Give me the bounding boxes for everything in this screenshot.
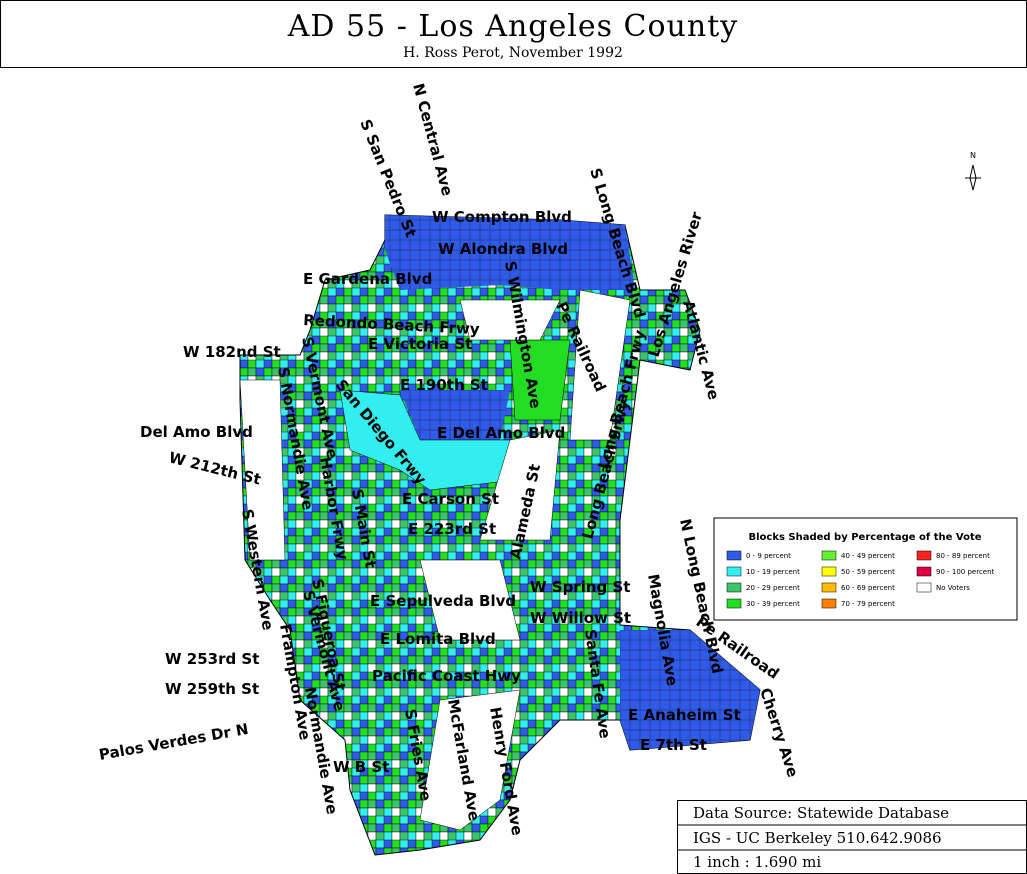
street-label: E Victoria St xyxy=(368,335,472,353)
legend-label: No Voters xyxy=(936,584,970,592)
empty-area xyxy=(239,379,286,561)
legend-label: 0 - 9 percent xyxy=(746,552,791,560)
street-label: Pacific Coast Hwy xyxy=(372,667,521,685)
footer-source: Data Source: Statewide Database xyxy=(693,804,949,822)
legend-swatch xyxy=(821,550,837,561)
legend-label: 80 - 89 percent xyxy=(936,552,990,560)
legend-swatch xyxy=(916,550,932,561)
legend-label: 50 - 59 percent xyxy=(841,568,895,576)
footer-institution: IGS - UC Berkeley 510.642.9086 xyxy=(693,829,942,847)
street-label: E 223rd St xyxy=(408,520,496,538)
legend-label: 70 - 79 percent xyxy=(841,600,895,608)
legend-swatch xyxy=(916,566,932,577)
title: AD 55 - Los Angeles County xyxy=(287,9,738,44)
empty-area xyxy=(459,299,561,341)
street-label: W 259th St xyxy=(165,680,259,698)
empty-area xyxy=(569,289,631,441)
subtitle: H. Ross Perot, November 1992 xyxy=(403,45,623,61)
street-label: E Del Amo Blvd xyxy=(437,424,565,442)
legend-title: Blocks Shaded by Percentage of the Vote xyxy=(748,532,981,543)
street-label: W 182nd St xyxy=(183,343,281,361)
legend-label: 90 - 100 percent xyxy=(936,568,995,576)
legend-box xyxy=(713,517,1018,621)
legend-label: 20 - 29 percent xyxy=(746,584,800,592)
legend: Blocks Shaded by Percentage of the Vote … xyxy=(713,517,1018,621)
empty-area xyxy=(479,429,561,541)
street-label: E 7th St xyxy=(640,736,707,754)
blue-area xyxy=(385,215,635,290)
street-label: W Alondra Blvd xyxy=(438,240,568,258)
legend-label: 30 - 39 percent xyxy=(746,600,800,608)
street-label: W Spring St xyxy=(530,578,630,596)
blue-area xyxy=(400,390,510,440)
street-label: W B St xyxy=(333,758,389,776)
legend-swatch xyxy=(821,598,837,609)
street-label: W 253rd St xyxy=(165,650,259,668)
street-label: E Sepulveda Blvd xyxy=(370,592,516,610)
legend-swatch xyxy=(821,582,837,593)
legend-label: 60 - 69 percent xyxy=(841,584,895,592)
north-label: N xyxy=(970,151,976,160)
green-area xyxy=(509,339,571,421)
street-label: E Lomita Blvd xyxy=(380,630,496,648)
footer-scale: 1 inch : 1.690 mi xyxy=(693,853,821,871)
empty-area xyxy=(419,689,521,831)
legend-swatch xyxy=(821,566,837,577)
legend-swatch xyxy=(916,582,932,593)
north-arrow: N xyxy=(965,151,981,191)
street-label: Del Amo Blvd xyxy=(140,423,253,441)
street-label: E 190th St xyxy=(400,376,488,394)
footer: Data Source: Statewide Database IGS - UC… xyxy=(677,800,1027,874)
street-label: W Willow St xyxy=(530,609,631,627)
street-label: E Gardena Blvd xyxy=(303,270,432,288)
legend-label: 10 - 19 percent xyxy=(746,568,800,576)
legend-swatch xyxy=(726,582,742,593)
street-label: E Carson St xyxy=(402,490,499,508)
street-label: E Anaheim St xyxy=(628,706,741,724)
legend-swatch xyxy=(726,598,742,609)
blue-area xyxy=(620,630,760,750)
legend-items: 0 - 9 percent 10 - 19 percent 20 - 29 perc… xyxy=(726,550,995,609)
empty-area xyxy=(419,559,521,641)
legend-label: 40 - 49 percent xyxy=(841,552,895,560)
legend-swatch xyxy=(726,566,742,577)
footer-box xyxy=(677,800,1027,874)
legend-swatch xyxy=(726,550,742,561)
street-label: W Compton Blvd xyxy=(432,208,572,226)
district-map xyxy=(239,214,761,856)
